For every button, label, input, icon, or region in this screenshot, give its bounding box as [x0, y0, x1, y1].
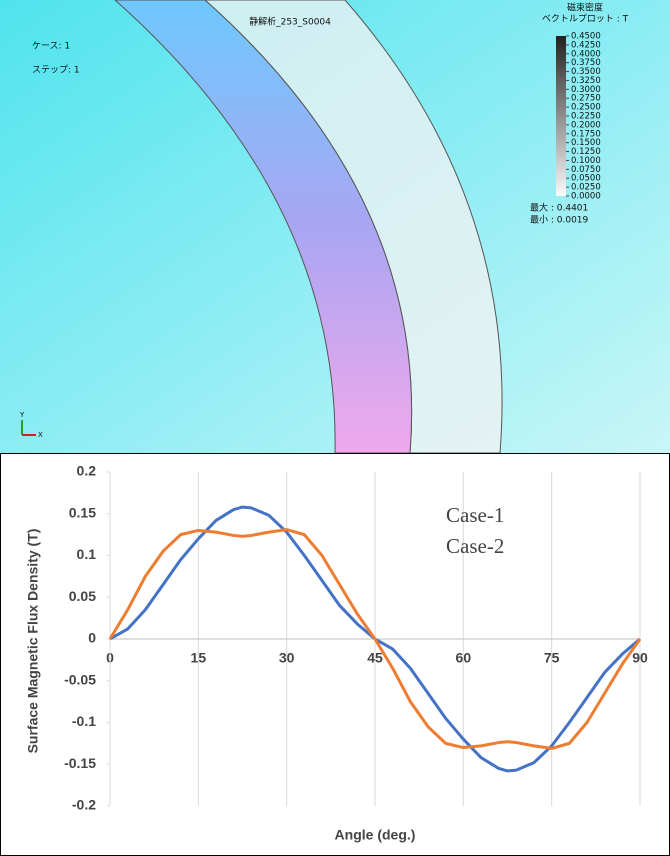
- colorbar-tick-label: 0.1500: [571, 138, 601, 148]
- colorbar-tick-label: 0.4250: [571, 40, 601, 50]
- colorbar-tick-label: 0.0500: [571, 174, 601, 184]
- case-label: ケース: 1: [32, 41, 70, 52]
- y-tick-label: -0.05: [64, 671, 96, 687]
- colorbar-tick-label: 0.2000: [571, 120, 601, 130]
- min-label: 最小 : 0.0019: [530, 215, 589, 226]
- colorbar-tick-label: 0.2250: [571, 112, 601, 122]
- y-axis-title: Surface Magnetic Flux Density (T): [25, 529, 41, 754]
- x-tick-label: 60: [456, 650, 472, 666]
- x-tick-label: 15: [191, 650, 207, 666]
- colorbar-tick-label: 0.1000: [571, 156, 601, 166]
- colorbar-tick-label: 0.2750: [571, 94, 601, 104]
- colorbar-tick-label: 0.0250: [571, 183, 601, 193]
- colorbar-tick-label: 0.0750: [571, 165, 601, 175]
- colorbar: [556, 36, 566, 196]
- legend-entry: Case-1: [446, 503, 504, 527]
- x-tick-label: 45: [367, 650, 383, 666]
- triad-x-label: X: [38, 431, 43, 439]
- y-tick-label: 0.05: [69, 588, 96, 604]
- colorbar-tick-label: 0.3750: [571, 58, 601, 68]
- series-line: [108, 528, 642, 750]
- x-tick-label: 90: [632, 650, 648, 666]
- chart: Angle (deg.) Surface Magnetic Flux Densi…: [0, 453, 670, 856]
- colorbar-tick-label: 0.3000: [571, 85, 601, 95]
- max-label: 最大 : 0.4401: [530, 202, 588, 214]
- triad-y-label: Y: [19, 411, 25, 419]
- x-tick-label: 75: [544, 650, 560, 666]
- simulation-view: 静解析_253_S0004 ケース: 1 ステップ: 1 磁束密度 ベクトルプロ…: [0, 0, 670, 453]
- colorbar-tick-label: 0.4500: [571, 32, 601, 42]
- legend-title: 磁束密度: [567, 2, 603, 14]
- y-tick-label: 0.2: [77, 463, 97, 479]
- x-axis-title: Angle (deg.): [335, 827, 416, 843]
- colorbar-tick-label: 0.3250: [571, 76, 601, 86]
- y-tick-label: -0.15: [64, 755, 96, 771]
- legend-subtitle: ベクトルプロット : T: [542, 14, 629, 25]
- y-tick-label: 0.15: [69, 504, 96, 520]
- y-tick-label: 0: [88, 630, 96, 646]
- colorbar-tick-label: 0.2500: [571, 103, 601, 113]
- x-tick-label: 30: [279, 650, 295, 666]
- colorbar-tick-label: 0.1250: [571, 147, 601, 157]
- step-label: ステップ: 1: [32, 65, 80, 76]
- y-tick-label: -0.2: [72, 797, 96, 813]
- legend-entry: Case-2: [446, 534, 504, 558]
- colorbar-tick-label: 0.1750: [571, 129, 601, 139]
- y-tick-label: -0.1: [72, 713, 96, 729]
- sim-title: 静解析_253_S0004: [249, 16, 331, 28]
- colorbar-tick-label: 0.0000: [571, 192, 601, 202]
- colorbar-tick-label: 0.3500: [571, 67, 601, 77]
- colorbar-tick-label: 0.4000: [571, 49, 601, 59]
- chart-frame: [0, 453, 670, 856]
- magnet: [114, 0, 413, 453]
- y-tick-label: 0.1: [77, 546, 97, 562]
